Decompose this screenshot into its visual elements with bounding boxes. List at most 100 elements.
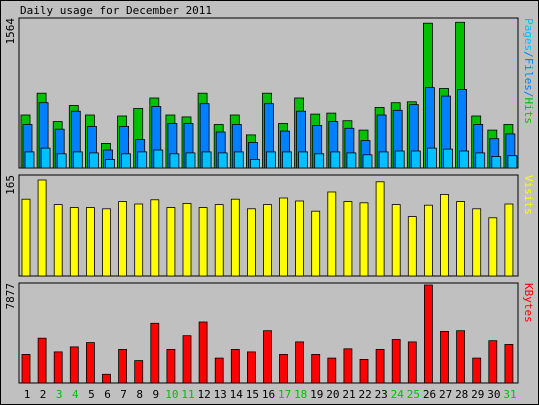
day-label-24: 24 [391,388,405,401]
day-label-13: 13 [214,388,227,401]
bar-kbytes-day-30 [488,340,498,384]
bar-kbytes-day-28 [456,330,466,384]
legend-entry-hits-2: Files [522,58,535,91]
bar-kbytes-day-5 [86,342,95,384]
bar-kbytes-day-18 [295,341,305,384]
day-label-7: 7 [120,388,127,401]
day-label-18: 18 [294,388,307,401]
bar-visits-day-24 [391,204,401,277]
bar-visits-day-2 [37,179,47,277]
day-label-5: 5 [88,388,95,401]
legend-entry-hits-1: / [522,51,535,58]
day-label-14: 14 [230,388,244,401]
bar-pages-day-10 [169,153,180,169]
bar-visits-day-28 [456,201,466,277]
bar-visits-day-22 [359,202,369,277]
bar-pages-day-25 [410,150,421,169]
bar-kbytes-day-22 [359,358,369,384]
bar-pages-day-6 [105,159,115,169]
bar-visits-day-20 [327,191,337,277]
bar-kbytes-day-10 [166,348,176,384]
panel-max-label-kbytes: 7877 [4,283,17,310]
bar-pages-day-9 [153,149,164,169]
bar-pages-day-31 [507,155,518,169]
bar-kbytes-day-19 [311,353,321,384]
bar-pages-day-21 [346,152,357,169]
panel-legend-hits: Pages/Files/Hits [522,18,535,124]
bar-pages-day-22 [362,154,373,169]
panel-legend-kbytes: KBytes [522,283,535,323]
bar-kbytes-day-1 [21,353,31,384]
day-label-17: 17 [278,388,291,401]
bar-visits-day-1 [21,198,31,277]
day-label-29: 29 [471,388,484,401]
bar-kbytes-day-31 [504,343,514,384]
day-label-27: 27 [439,388,452,401]
bar-visits-day-25 [407,216,417,277]
day-label-22: 22 [358,388,371,401]
bar-kbytes-day-21 [343,348,353,384]
day-label-12: 12 [197,388,210,401]
panel-hits: 1564 Pages/Files/Hits [4,17,535,169]
bar-visits-day-3 [53,204,63,277]
bar-visits-day-7 [118,201,127,277]
day-label-26: 26 [423,388,436,401]
legend-entry-hits-0: Pages [522,18,535,51]
panel-legend-visits: Visits [522,175,535,215]
bar-visits-day-17 [279,197,288,277]
bar-pages-day-4 [72,151,83,169]
bar-visits-day-26 [423,204,433,277]
bar-pages-day-19 [314,153,325,169]
panel-max-label-visits: 165 [4,175,17,195]
bar-kbytes-day-7 [118,348,127,384]
bar-kbytes-day-13 [214,357,224,384]
bar-visits-day-5 [86,207,95,277]
day-label-11: 11 [181,388,194,401]
bar-visits-day-16 [263,204,272,277]
bar-pages-day-11 [185,152,196,169]
bar-kbytes-day-12 [198,321,208,384]
bar-visits-day-10 [166,207,176,277]
legend-entry-kbytes-0: KBytes [522,283,535,323]
day-label-25: 25 [407,388,420,401]
bar-pages-day-14 [233,151,244,169]
day-label-15: 15 [246,388,259,401]
bar-pages-day-16 [266,151,276,169]
bar-visits-day-31 [504,203,514,277]
day-label-8: 8 [136,388,143,401]
day-axis: 1 2 3 4 5 6 7 8 9 10 11 12 13 14 15 16 17 18 19 20 21 22 23 24 2… [24,388,517,401]
bar-kbytes-day-29 [472,357,482,384]
bar-pages-day-1 [24,151,35,169]
bar-pages-day-13 [217,152,228,169]
day-label-20: 20 [326,388,339,401]
day-label-9: 9 [152,388,159,401]
day-label-4: 4 [72,388,79,401]
panel-max-label-hits: 1564 [4,18,17,45]
bar-pages-day-28 [459,150,470,169]
bar-kbytes-day-23 [375,348,385,384]
day-label-6: 6 [104,388,111,401]
bar-pages-day-18 [298,151,309,169]
bar-pages-day-24 [394,150,405,169]
bar-kbytes-day-3 [53,351,63,384]
bar-pages-day-5 [89,152,99,169]
bar-pages-day-8 [137,151,148,169]
legend-entry-hits-4: Hits [522,98,535,125]
bar-visits-day-9 [150,199,160,277]
bar-pages-day-12 [201,151,212,169]
day-label-16: 16 [262,388,275,401]
legend-entry-visits-0: Visits [522,175,535,215]
bar-kbytes-day-20 [327,357,337,384]
bar-kbytes-day-26 [423,284,433,384]
bar-kbytes-day-6 [102,373,111,384]
bar-visits-day-18 [295,200,305,277]
bar-kbytes-day-15 [246,351,256,384]
bar-kbytes-day-4 [69,346,79,384]
bar-kbytes-day-27 [440,330,449,384]
day-label-23: 23 [375,388,388,401]
day-label-21: 21 [342,388,355,401]
bar-kbytes-day-16 [263,330,272,384]
legend-entry-hits-3: / [522,91,535,98]
